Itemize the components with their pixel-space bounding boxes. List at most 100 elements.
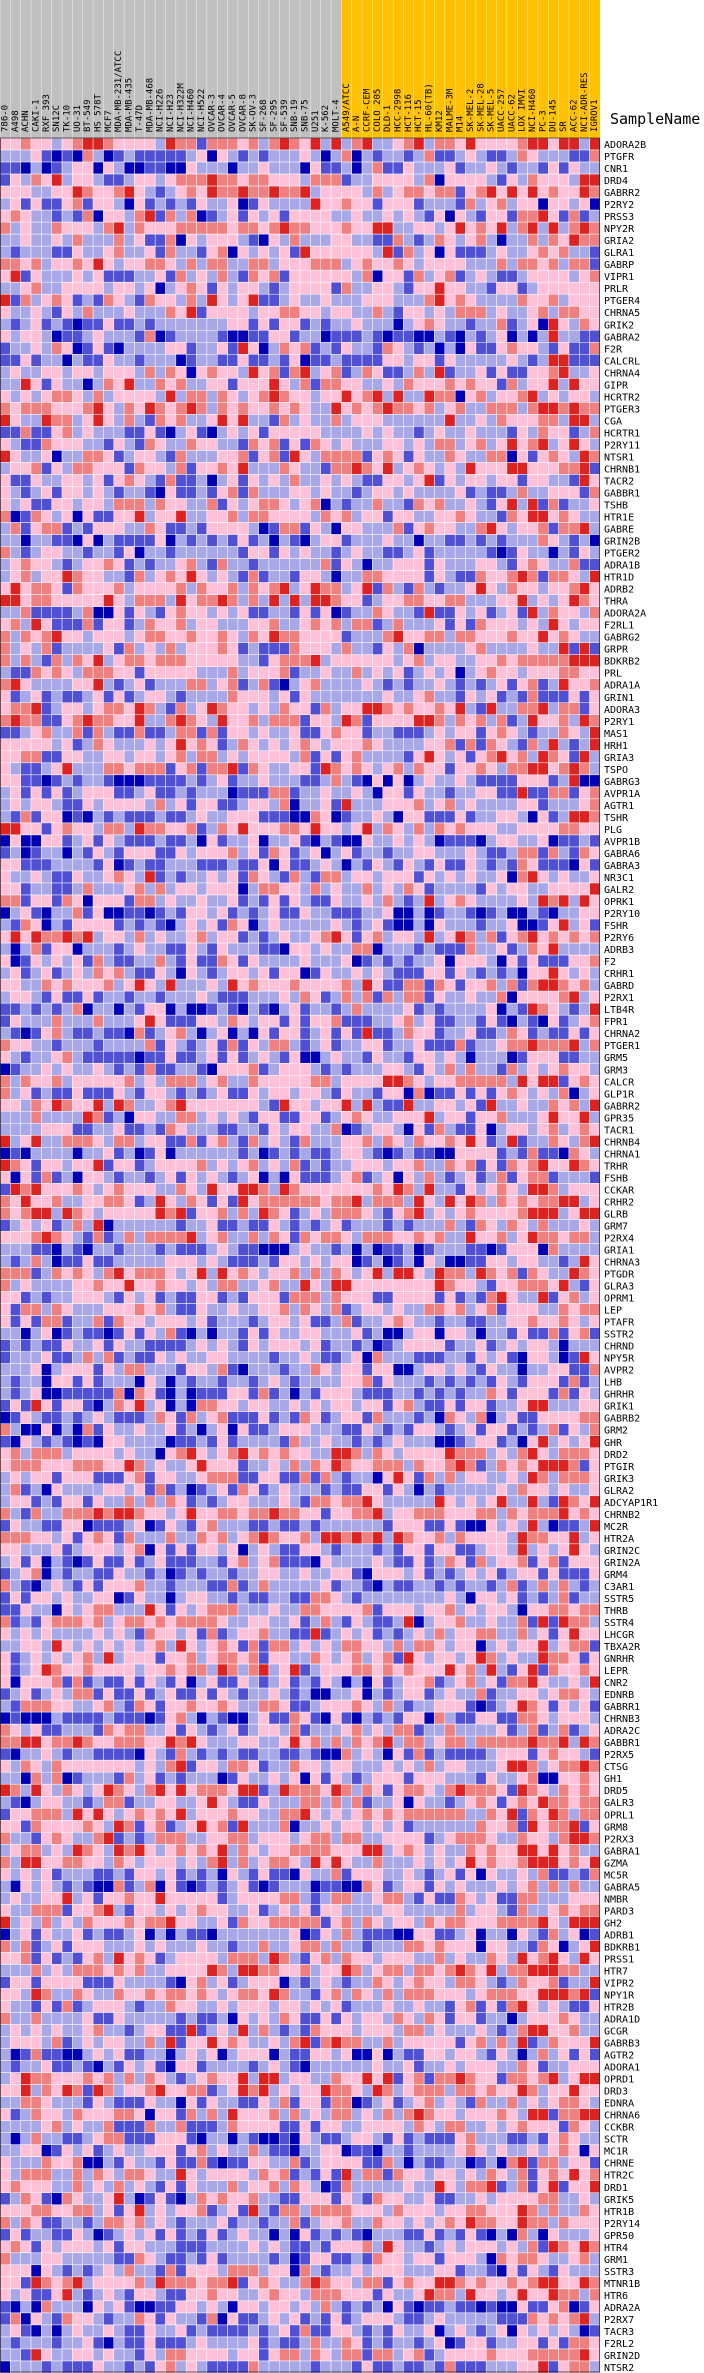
heatmap-cell: [237, 173, 249, 187]
heatmap-cell: [372, 978, 384, 992]
heatmap-cell: [144, 245, 156, 259]
heatmap-cell: [227, 846, 239, 860]
heatmap-cell: [0, 462, 11, 475]
heatmap-cell: [185, 197, 197, 211]
heatmap-cell: [423, 330, 435, 343]
heatmap-cell: [227, 185, 239, 199]
heatmap-cell: [558, 774, 570, 788]
heatmap-cell: [423, 486, 435, 499]
heatmap-cell: [206, 858, 218, 872]
column-label: NCI-H460: [187, 89, 197, 132]
heatmap-cell: [113, 918, 125, 932]
heatmap-cell: [382, 570, 394, 583]
heatmap-cell: [0, 798, 11, 812]
heatmap-cell: [165, 906, 177, 920]
heatmap-cell: [403, 774, 415, 788]
heatmap-cell: [123, 161, 135, 175]
heatmap-cell: [341, 978, 352, 992]
row-label: ADORA2B: [604, 140, 646, 151]
heatmap-cell: [320, 137, 332, 151]
heatmap-cell: [351, 161, 363, 175]
heatmap-cell: [475, 149, 487, 163]
heatmap-cell: [579, 390, 590, 403]
heatmap-cell: [475, 1002, 487, 1016]
heatmap-cell: [0, 245, 11, 259]
heatmap-cell: [496, 149, 508, 163]
heatmap-cell: [330, 858, 342, 872]
heatmap-cell: [527, 798, 539, 812]
heatmap-cell: [320, 233, 332, 247]
heatmap-cell: [134, 221, 146, 235]
heatmap-cell: [382, 726, 394, 740]
heatmap-cell: [579, 1014, 590, 1028]
heatmap-cell: [506, 858, 518, 872]
heatmap-cell: [82, 762, 94, 776]
heatmap-cell: [196, 378, 208, 391]
heatmap-cell: [144, 858, 156, 872]
heatmap-cell: [485, 185, 497, 199]
heatmap-cell: [216, 1050, 228, 1064]
heatmap-cell: [392, 305, 404, 319]
heatmap-cell: [372, 546, 384, 559]
heatmap-cell: [485, 966, 497, 980]
heatmap-cell: [279, 414, 290, 427]
heatmap-cell: [51, 257, 63, 271]
heatmap-cell: [299, 257, 311, 271]
heatmap-cell: [41, 510, 52, 523]
heatmap-cell: [154, 942, 166, 956]
heatmap-cell: [475, 978, 487, 992]
heatmap-cell: [61, 462, 73, 475]
heatmap-cell: [20, 305, 32, 319]
heatmap-cell: [475, 366, 487, 379]
heatmap-cell: [372, 774, 384, 788]
heatmap-cell: [0, 378, 11, 391]
heatmap-cell: [320, 1026, 332, 1040]
heatmap-cell: [485, 798, 497, 812]
heatmap-cell: [30, 654, 42, 667]
heatmap-cell: [279, 257, 290, 271]
heatmap-cell: [413, 1026, 425, 1040]
heatmap-cell: [568, 726, 580, 740]
heatmap-cell: [341, 774, 352, 788]
heatmap-cell: [589, 618, 601, 631]
heatmap-cell: [496, 1111, 508, 1124]
heatmap-cell: [289, 1123, 301, 1136]
heatmap-cell: [134, 209, 146, 223]
heatmap-cell: [248, 846, 259, 860]
heatmap-cell: [289, 846, 301, 860]
heatmap-cell: [579, 1111, 590, 1124]
heatmap-cell: [82, 414, 94, 427]
heatmap-cell: [258, 750, 270, 764]
heatmap-cell: [475, 714, 487, 728]
heatmap-cell: [475, 642, 487, 655]
heatmap-cell: [20, 1123, 32, 1136]
heatmap-cell: [558, 798, 570, 812]
heatmap-cell: [41, 269, 52, 283]
heatmap-cell: [589, 630, 601, 643]
heatmap-cell: [289, 498, 301, 511]
heatmap-cell: [558, 522, 570, 535]
heatmap-cell: [310, 221, 321, 235]
heatmap-cell: [485, 209, 497, 223]
heatmap-cell: [227, 642, 239, 655]
heatmap-cell: [434, 498, 446, 511]
heatmap-cell: [403, 1050, 415, 1064]
heatmap-cell: [320, 654, 332, 667]
heatmap-cell: [423, 342, 435, 355]
heatmap-cell: [206, 918, 218, 932]
heatmap-cell: [175, 305, 187, 319]
heatmap-cell: [320, 1038, 332, 1052]
heatmap-cell: [144, 1111, 156, 1124]
heatmap-cell: [41, 245, 52, 259]
heatmap-cell: [423, 185, 435, 199]
heatmap-cell: [279, 1099, 290, 1112]
heatmap-cell: [20, 281, 32, 295]
heatmap-cell: [475, 942, 487, 956]
heatmap-cell: [444, 906, 456, 920]
heatmap-cell: [82, 305, 94, 319]
heatmap-cell: [341, 882, 352, 896]
heatmap-cell: [465, 209, 477, 223]
heatmap-cell: [382, 822, 394, 836]
heatmap-cell: [103, 221, 115, 235]
heatmap-cell: [134, 438, 146, 451]
